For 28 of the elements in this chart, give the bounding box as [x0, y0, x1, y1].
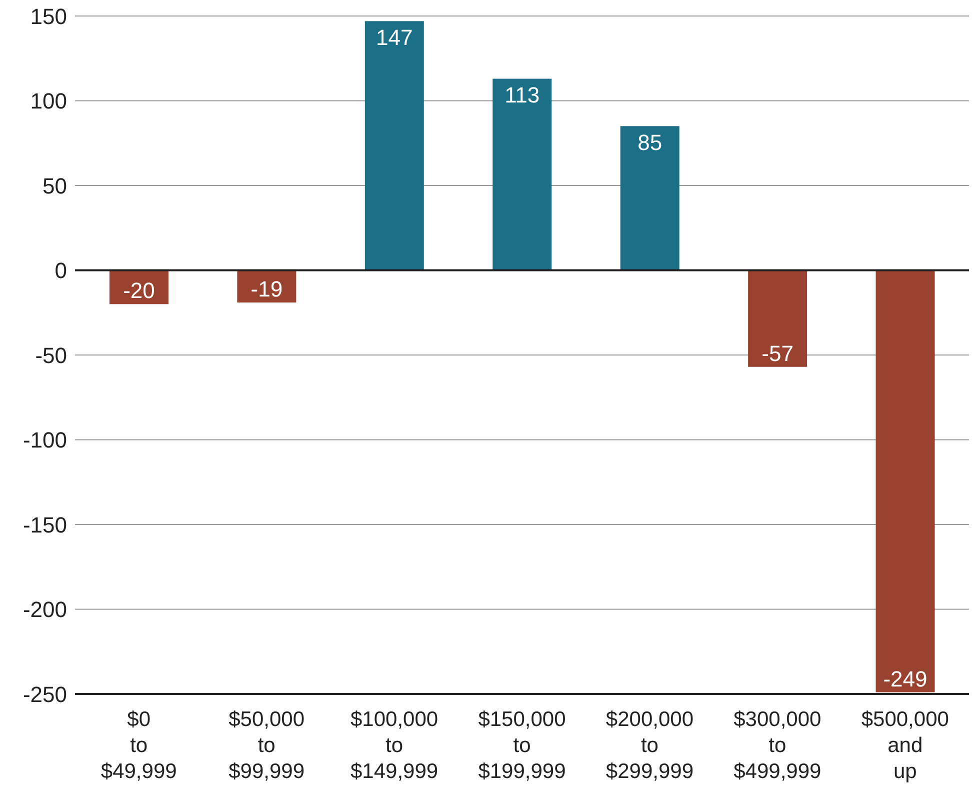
y-tick-label: 50: [42, 173, 67, 198]
x-tick-label: $300,000 to $499,999: [734, 708, 822, 783]
x-tick-label: $0 to $49,999: [100, 708, 177, 783]
data-label: 147: [376, 25, 413, 50]
y-tick-label: 150: [30, 4, 67, 29]
bar: [364, 21, 424, 270]
y-tick-label: -50: [35, 342, 67, 368]
bar: [876, 270, 935, 692]
y-tick-label: 100: [30, 88, 67, 114]
data-label: 85: [638, 130, 662, 156]
x-tick-label: $200,000 to $299,999: [606, 708, 694, 783]
y-tick-label: 0: [54, 258, 67, 284]
y-tick-label: -100: [22, 428, 67, 453]
data-label: 113: [504, 82, 540, 108]
y-tick-label: -200: [22, 597, 67, 622]
bar: [620, 126, 680, 270]
y-tick-label: -150: [22, 512, 67, 538]
bar: [748, 270, 808, 367]
data-label: -20: [123, 278, 155, 304]
y-tick-label: -250: [22, 682, 67, 707]
x-tick-label: $50,000 to $99,999: [228, 708, 305, 783]
data-label: -249: [883, 666, 928, 692]
data-label: -57: [762, 340, 794, 366]
bar: [492, 78, 552, 270]
x-tick-label: $150,000 to $199,999: [478, 708, 566, 783]
x-tick-label: $500,000 and up: [861, 708, 949, 783]
data-label: -19: [250, 276, 283, 302]
x-tick-label: $100,000 to $149,999: [350, 708, 438, 783]
